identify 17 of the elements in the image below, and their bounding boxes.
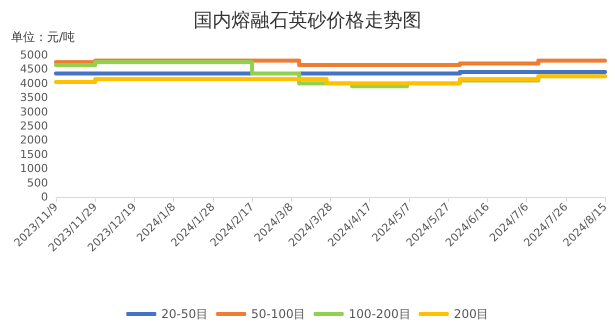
legend-label: 20-50目 bbox=[161, 307, 208, 321]
chart-title: 国内熔融石英砂价格走势图 bbox=[194, 10, 422, 32]
y-tick-label: 2000 bbox=[20, 134, 48, 147]
legend-label: 100-200目 bbox=[348, 307, 411, 321]
legend-label: 200目 bbox=[454, 307, 489, 321]
y-tick-label: 0 bbox=[41, 190, 48, 204]
y-tick-label: 4500 bbox=[20, 62, 48, 76]
y-tick-label: 3000 bbox=[20, 105, 48, 118]
legend-label: 50-100目 bbox=[251, 307, 306, 321]
y-tick-label: 4000 bbox=[20, 76, 48, 90]
y-tick-label: 2500 bbox=[20, 120, 48, 132]
y-tick-label: 500 bbox=[27, 176, 48, 190]
y-tick-label: 3500 bbox=[20, 91, 48, 104]
y-tick-label: 1000 bbox=[20, 162, 48, 176]
y-tick-label: 1500 bbox=[20, 148, 48, 161]
y-axis-title: 单位：元/吨 bbox=[11, 30, 76, 44]
y-tick-label: 5000 bbox=[20, 48, 48, 62]
